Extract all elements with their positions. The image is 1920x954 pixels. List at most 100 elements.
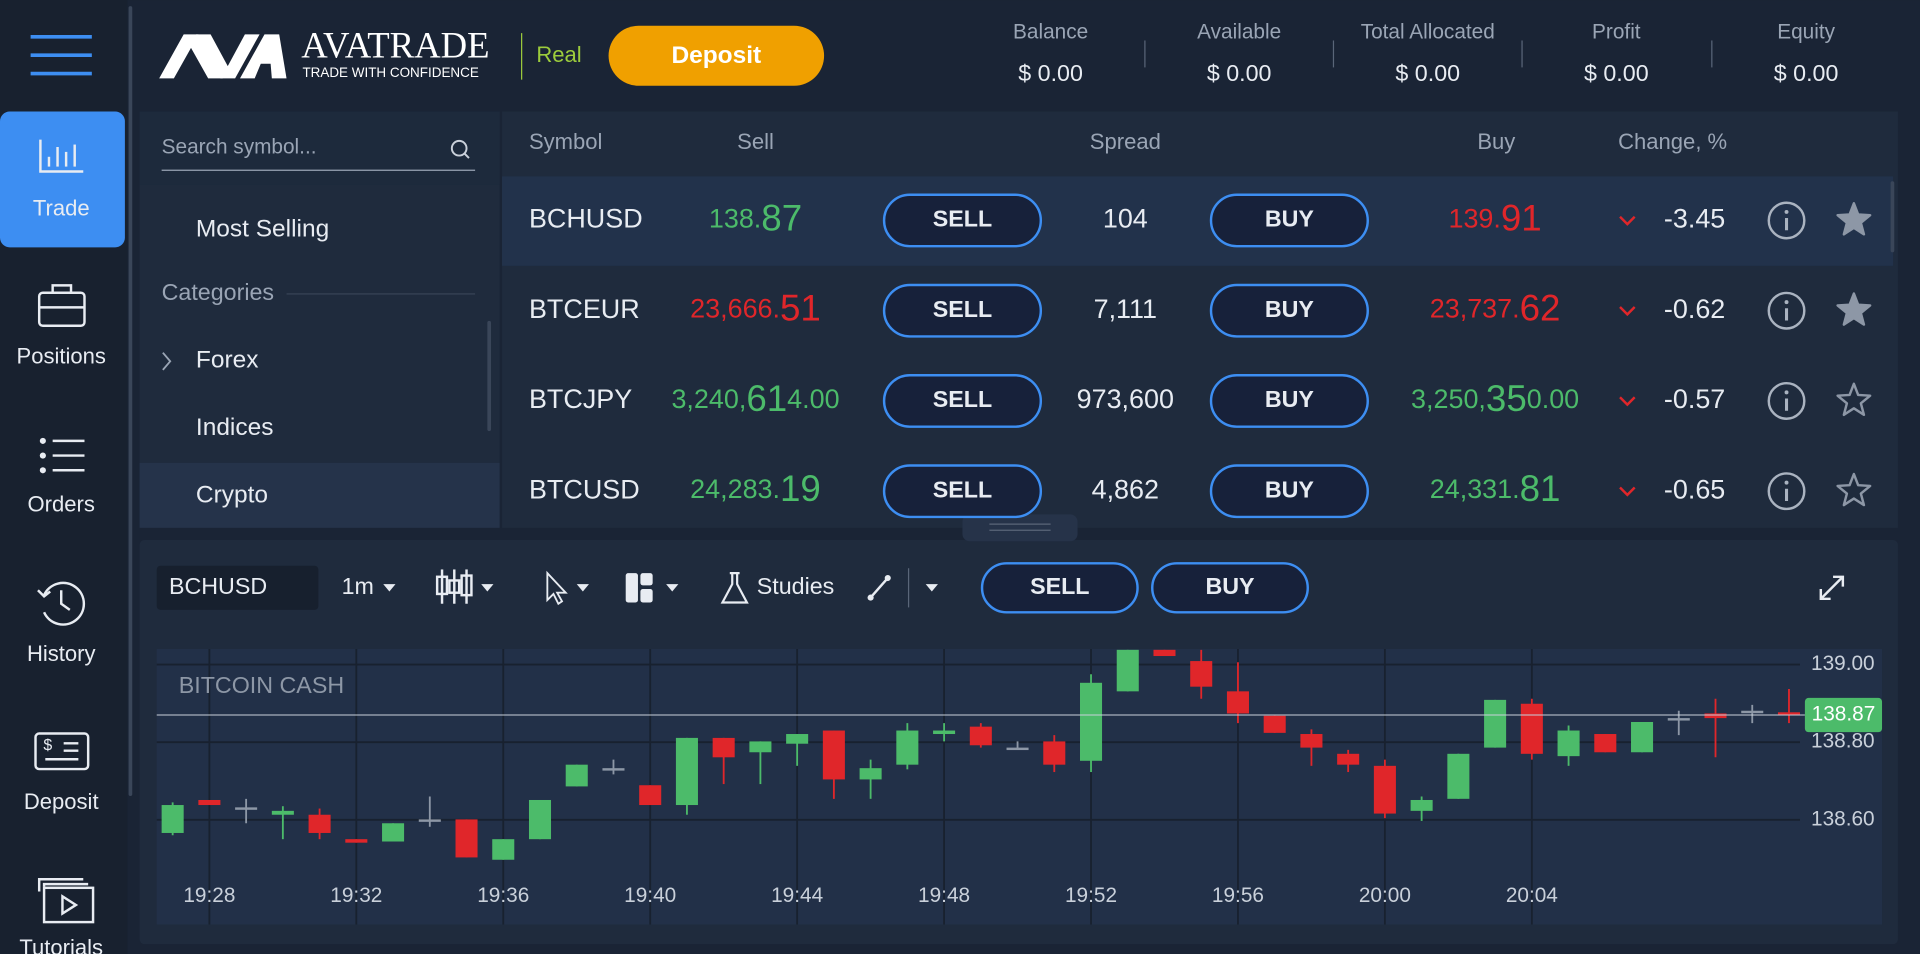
nav-item[interactable]: $ Deposit bbox=[24, 732, 99, 815]
info-circle[interactable] bbox=[1767, 201, 1806, 240]
info-dot[interactable] bbox=[1784, 300, 1789, 305]
button-label[interactable]: SELL bbox=[933, 476, 992, 502]
deposit-button[interactable]: Deposit bbox=[608, 25, 825, 86]
button-frame[interactable] bbox=[882, 464, 1043, 519]
category[interactable]: Crypto bbox=[196, 481, 268, 508]
info-icon[interactable] bbox=[1767, 291, 1806, 330]
nav-item[interactable]: Tutorials bbox=[19, 878, 103, 954]
candle-type-icon[interactable] bbox=[435, 569, 473, 604]
search-area bbox=[139, 111, 500, 185]
candle-body bbox=[528, 799, 552, 840]
trade-button[interactable]: BUY bbox=[1209, 193, 1369, 248]
trade-button[interactable]: BUY bbox=[1151, 562, 1309, 614]
chart-title: BITCOIN CASH bbox=[179, 672, 344, 698]
nav-item[interactable]: Positions bbox=[17, 284, 106, 368]
info-circle[interactable] bbox=[1767, 381, 1806, 420]
favorite-star[interactable] bbox=[1836, 292, 1872, 326]
button-frame[interactable] bbox=[1209, 374, 1369, 428]
info-dot[interactable] bbox=[1784, 209, 1789, 214]
symbol[interactable]: BTCEUR bbox=[529, 294, 640, 324]
button-frame[interactable] bbox=[882, 283, 1043, 338]
change-direction bbox=[1619, 306, 1636, 317]
info-circle[interactable] bbox=[1767, 291, 1806, 330]
button-frame[interactable] bbox=[1209, 193, 1369, 248]
chart-area bbox=[156, 649, 1883, 925]
button-frame[interactable] bbox=[882, 193, 1043, 248]
button-frame[interactable] bbox=[882, 374, 1043, 428]
category[interactable]: Forex bbox=[196, 347, 259, 374]
fullscreen-icon[interactable] bbox=[1819, 575, 1845, 601]
cursor-icon[interactable] bbox=[546, 570, 568, 606]
nav-item[interactable]: History bbox=[27, 581, 96, 666]
draw-tool-icon[interactable] bbox=[867, 574, 891, 601]
candle-body bbox=[1116, 649, 1139, 692]
resize-handle[interactable] bbox=[962, 514, 1078, 542]
nav-label[interactable]: Tutorials bbox=[19, 935, 103, 954]
button-frame[interactable] bbox=[1209, 283, 1369, 338]
nav-label[interactable]: Positions bbox=[17, 343, 106, 368]
trade-button[interactable]: SELL bbox=[980, 562, 1139, 614]
button-frame[interactable] bbox=[1209, 464, 1369, 519]
favorite-star[interactable] bbox=[1836, 472, 1872, 507]
nav-item[interactable]: Trade bbox=[0, 111, 125, 248]
category[interactable]: Indices bbox=[196, 414, 274, 441]
menu-icon[interactable] bbox=[30, 34, 92, 76]
info-icon[interactable] bbox=[1767, 381, 1806, 420]
button-label[interactable]: SELL bbox=[933, 206, 992, 232]
info-circle[interactable] bbox=[1767, 472, 1806, 511]
trade-button[interactable]: BUY bbox=[1209, 464, 1369, 519]
trade-button[interactable]: BUY bbox=[1209, 283, 1369, 338]
nav-label[interactable]: History bbox=[27, 641, 96, 666]
button-label[interactable]: BUY bbox=[1265, 386, 1315, 412]
symbol-box[interactable] bbox=[156, 565, 319, 610]
stat-label: Equity bbox=[1777, 21, 1835, 44]
change-direction bbox=[1619, 486, 1636, 497]
icon bbox=[39, 437, 46, 444]
button-label[interactable]: BUY bbox=[1265, 296, 1315, 322]
candle-body bbox=[1667, 718, 1690, 721]
search-input[interactable]: Search symbol... bbox=[162, 136, 317, 159]
symbol[interactable]: BTCUSD bbox=[529, 474, 640, 504]
button-label[interactable]: SELL bbox=[933, 386, 992, 412]
trade-button[interactable]: SELL bbox=[882, 374, 1043, 428]
info-icon[interactable] bbox=[1767, 201, 1806, 240]
interval[interactable]: 1m bbox=[342, 573, 374, 599]
trade-button[interactable]: SELL bbox=[882, 464, 1043, 519]
button-label[interactable]: BUY bbox=[1205, 573, 1255, 599]
button-label[interactable]: BUY bbox=[1265, 206, 1315, 232]
candle-body bbox=[1484, 699, 1507, 748]
button-frame[interactable] bbox=[980, 562, 1139, 614]
info-dot[interactable] bbox=[1784, 390, 1789, 395]
studies-icon[interactable] bbox=[720, 572, 749, 604]
search-icon[interactable] bbox=[450, 139, 470, 159]
trade-button[interactable]: BUY bbox=[1209, 374, 1369, 428]
icon bbox=[34, 732, 90, 771]
symbol[interactable]: BTCJPY bbox=[529, 384, 632, 414]
button-label[interactable]: SELL bbox=[933, 296, 992, 322]
trade-button[interactable]: SELL bbox=[882, 283, 1043, 338]
symbol[interactable]: BCHUSD bbox=[529, 204, 643, 234]
nav-label[interactable]: Orders bbox=[28, 492, 95, 517]
info-dot[interactable] bbox=[1784, 480, 1789, 485]
layout-icon[interactable] bbox=[625, 573, 653, 603]
button-label[interactable]: SELL bbox=[1030, 573, 1089, 599]
trade-button[interactable]: SELL bbox=[882, 193, 1043, 248]
button-frame[interactable] bbox=[1151, 562, 1309, 614]
deposit-button-label[interactable]: Deposit bbox=[671, 42, 761, 69]
toolbar-carets[interactable] bbox=[383, 584, 938, 592]
nav-item[interactable]: Orders bbox=[28, 437, 95, 517]
nav-label[interactable]: Trade bbox=[33, 195, 90, 220]
toolbar-symbol[interactable]: BCHUSD bbox=[169, 573, 267, 599]
candle-body bbox=[382, 823, 405, 842]
favorite-star[interactable] bbox=[1836, 382, 1872, 417]
button-label[interactable]: BUY bbox=[1265, 476, 1315, 502]
favorite-star[interactable] bbox=[1836, 202, 1872, 236]
nav-label[interactable]: Deposit bbox=[24, 789, 99, 814]
candle-body bbox=[455, 819, 478, 858]
icon bbox=[39, 467, 46, 474]
most-selling[interactable]: Most Selling bbox=[196, 216, 329, 243]
studies[interactable]: Studies bbox=[757, 573, 835, 599]
stat-value: $ 0.00 bbox=[1774, 60, 1839, 86]
expand-chevron[interactable] bbox=[162, 352, 172, 371]
info-icon[interactable] bbox=[1767, 472, 1806, 511]
